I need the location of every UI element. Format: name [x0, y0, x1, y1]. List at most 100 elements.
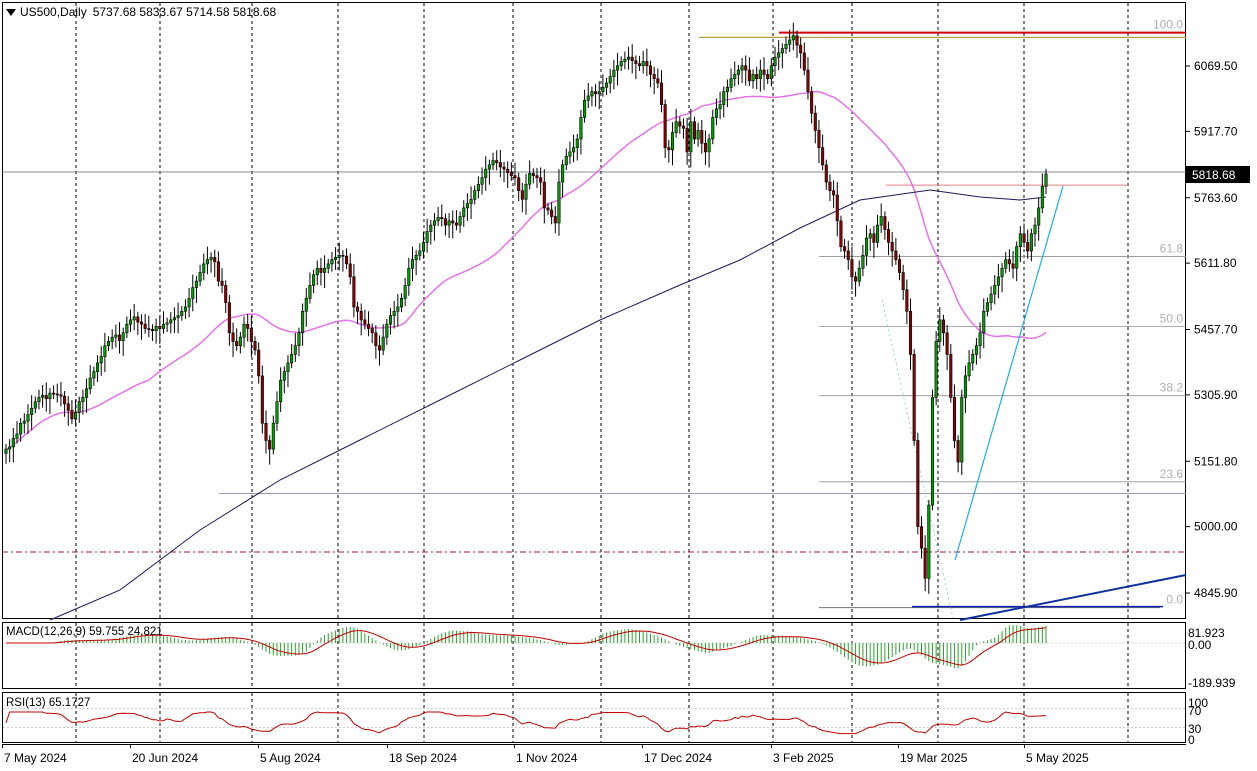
- candle-body: [319, 267, 323, 273]
- rsi-indicator: [3, 708, 1185, 735]
- candle-body: [799, 44, 803, 54]
- candle-body: [963, 375, 967, 398]
- date-tick-label: 18 Sep 2024: [389, 751, 457, 765]
- price-tick-label: 5457.70: [1194, 323, 1238, 337]
- candle-body: [707, 138, 711, 153]
- macd-axis-label: -189.939: [1188, 676, 1236, 690]
- candle-body: [985, 302, 989, 312]
- candle-body: [890, 242, 894, 252]
- candle-body: [176, 315, 180, 319]
- candle-body: [103, 345, 107, 357]
- candle-body: [454, 222, 458, 226]
- candle-body: [758, 69, 762, 80]
- rsi-label: RSI(13) 65.1727: [6, 697, 91, 709]
- candle-body: [806, 69, 810, 92]
- fib-label: 38.2: [1160, 381, 1184, 395]
- fib-label: 23.6: [1160, 467, 1184, 481]
- candle-body: [1022, 233, 1026, 243]
- fib-label: 100.0: [1153, 18, 1183, 32]
- candle-body: [777, 52, 781, 58]
- candle-body: [729, 78, 733, 88]
- candle-body: [334, 257, 338, 260]
- candle-body: [696, 130, 700, 140]
- date-tick-label: 5 May 2025: [1026, 751, 1089, 765]
- candle-body: [154, 326, 158, 331]
- candle-body: [52, 392, 56, 395]
- rsi-axis-label: 100: [1188, 696, 1208, 710]
- candle-body: [260, 375, 264, 424]
- rsi-axis-label: 30: [1188, 722, 1202, 736]
- candle-body: [271, 422, 275, 450]
- candle-body: [63, 395, 67, 405]
- candle-body: [66, 403, 70, 411]
- candle-body: [597, 91, 601, 95]
- candle-body: [583, 99, 587, 118]
- candle-body: [810, 91, 814, 114]
- candle-body: [506, 168, 510, 173]
- candle-body: [681, 125, 685, 129]
- candle-body: [718, 104, 722, 110]
- candle-body: [377, 345, 382, 351]
- candle-body: [121, 332, 125, 341]
- date-tick-label: 5 Aug 2024: [260, 751, 321, 765]
- candle-body: [835, 194, 839, 222]
- candle-body: [37, 397, 41, 403]
- candle-body: [480, 177, 484, 185]
- candle-body: [1026, 242, 1030, 252]
- candle-body: [802, 52, 806, 71]
- candle-body: [363, 319, 367, 325]
- date-axis: 7 May 2024 20 Jun 2024 5 Aug 2024 18 Sep 20…: [2, 744, 1089, 765]
- candle-body: [542, 181, 546, 209]
- rsi-line: [5, 711, 1047, 735]
- candle-body: [821, 147, 825, 166]
- candle-body: [733, 74, 737, 80]
- candle-body: [55, 393, 59, 396]
- macd-indicator: [3, 624, 1185, 669]
- candle-body: [678, 121, 682, 127]
- candle-body: [791, 35, 795, 41]
- candle-body: [312, 274, 316, 286]
- candle-body: [257, 349, 261, 377]
- candle-body: [44, 394, 48, 400]
- candle-body: [403, 285, 407, 299]
- candle-body: [11, 438, 15, 448]
- candle-body: [572, 147, 576, 153]
- candle-body: [546, 207, 550, 211]
- candle-body: [952, 397, 956, 441]
- candle-body: [887, 229, 891, 243]
- candle-body: [85, 388, 89, 398]
- candle-body: [971, 354, 975, 364]
- candle-body: [586, 95, 590, 101]
- ma-slow-line: [49, 189, 1047, 621]
- candle-body: [458, 216, 462, 226]
- candle-body: [315, 267, 319, 275]
- chart-menu-triangle-icon[interactable]: [6, 9, 16, 17]
- ohlc-values: 5737.68 5833.67 5714.58 5818.68: [92, 5, 277, 19]
- price-tick-label: 5611.80: [1194, 256, 1237, 270]
- candle-body: [916, 440, 920, 527]
- candle-body: [747, 69, 751, 82]
- candle-body: [762, 69, 766, 75]
- candle-body: [714, 108, 718, 118]
- date-tick-label: 7 May 2024: [4, 751, 67, 765]
- candle-body: [755, 74, 759, 80]
- candle-body: [579, 117, 583, 140]
- candle-body: [88, 377, 92, 390]
- candle-body: [908, 310, 913, 355]
- candle-body: [249, 328, 253, 342]
- candle-body: [934, 341, 938, 398]
- candle-body: [414, 254, 418, 260]
- candle-body: [238, 336, 242, 347]
- candle-body: [883, 216, 887, 230]
- candle-body: [70, 410, 74, 420]
- candle-body: [996, 276, 1000, 286]
- candle-body: [740, 65, 744, 71]
- candle-body: [850, 259, 854, 278]
- candle-body: [876, 224, 880, 243]
- candle-body: [949, 354, 953, 398]
- candle-body: [187, 298, 191, 308]
- price-tick-label: 5917.70: [1194, 124, 1238, 138]
- candle-body: [919, 526, 924, 549]
- candle-body: [736, 69, 740, 75]
